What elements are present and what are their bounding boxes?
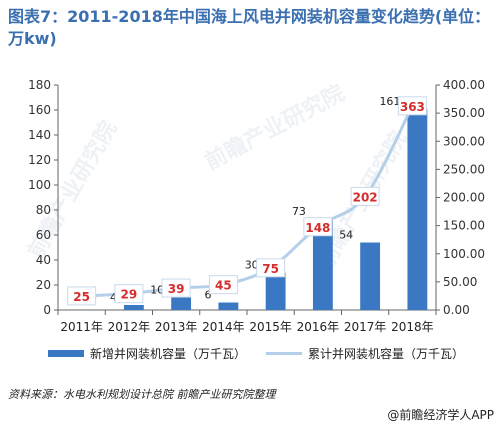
bar-value-label: 54	[339, 229, 353, 242]
x-tick-label: 2018年	[391, 320, 434, 334]
bar-value-label: 30	[245, 259, 259, 272]
right-tick-label: 0.00	[443, 303, 470, 317]
line-value-box	[67, 286, 97, 306]
bar	[360, 242, 381, 310]
line-value-label: 202	[353, 190, 378, 204]
bar	[407, 108, 428, 310]
right-tick-label: 250.00	[443, 162, 485, 176]
legend-item-bar: 新增并网装机容量（万千瓦）	[48, 345, 246, 362]
left-tick-label: 180	[28, 78, 51, 92]
line-value-box	[303, 217, 333, 237]
line-value-box	[161, 278, 191, 298]
line-value-label: 39	[168, 282, 185, 296]
axes: 0 20 40 60 80 100 120 140 160 180 0.00 50.00 100.00 1…	[28, 78, 485, 334]
right-tick-label: 150.00	[443, 219, 485, 233]
left-tick-label: 0	[43, 303, 51, 317]
bar	[123, 305, 144, 310]
bar-value-label: 73	[292, 205, 306, 218]
x-tick-label: 2011年	[60, 320, 103, 334]
bar	[312, 218, 333, 310]
right-tick-label: 300.00	[443, 134, 485, 148]
line-value-label: 75	[262, 262, 279, 276]
x-tick-label: 2012年	[108, 320, 151, 334]
legend-line-swatch	[266, 352, 302, 355]
line-value-label: 148	[305, 221, 330, 235]
left-tick-label: 100	[28, 178, 51, 192]
legend-bar-swatch	[48, 350, 84, 357]
right-tick-label: 100.00	[443, 247, 485, 261]
data-labels: 4 10 6 30 73 54 161 25 29 39 45 75 148 202 363	[67, 95, 427, 306]
x-tick-label: 2017年	[344, 320, 387, 334]
bar-value-label: 6	[204, 289, 211, 302]
line-value-label: 363	[400, 100, 425, 114]
bar-value-label: 161	[379, 95, 400, 108]
brand-credit: @前瞻经济学人APP	[387, 408, 494, 422]
left-tick-label: 80	[36, 203, 51, 217]
bar	[265, 272, 286, 310]
watermark: 前瞻产业研究院	[201, 80, 349, 175]
legend-line-label: 累计并网装机容量（万千瓦）	[308, 347, 465, 361]
bar-value-label: 4	[110, 291, 117, 304]
line-value-box	[208, 275, 238, 295]
left-tick-label: 40	[36, 253, 51, 267]
line-value-label: 29	[121, 288, 138, 302]
legend: 新增并网装机容量（万千瓦） 累计并网装机容量（万千瓦）	[0, 345, 500, 365]
left-tick-label: 140	[28, 128, 51, 142]
bar	[218, 302, 239, 310]
line-value-box	[397, 96, 427, 116]
x-tick-label: 2016年	[297, 320, 340, 334]
bar	[171, 297, 192, 310]
source-note: 资料来源：水电水利规划设计总院 前瞻产业研究院整理	[8, 388, 276, 401]
left-tick-label: 20	[36, 278, 51, 292]
line-value-box	[114, 284, 144, 304]
line-value-label: 45	[215, 279, 232, 293]
x-tick-label: 2014年	[202, 320, 245, 334]
line-value-label: 25	[73, 290, 90, 304]
left-tick-label: 160	[28, 103, 51, 117]
right-tick-label: 200.00	[443, 191, 485, 205]
right-tick-label: 50.00	[443, 275, 477, 289]
left-tick-label: 120	[28, 153, 51, 167]
line-value-box	[256, 258, 286, 278]
bar-series	[123, 108, 428, 310]
x-tick-label: 2013年	[155, 320, 198, 334]
chart-title: 图表7：2011-2018年中国海上风电并网装机容量变化趋势(单位：万kw)	[8, 7, 491, 48]
legend-item-line: 累计并网装机容量（万千瓦）	[266, 345, 464, 362]
legend-bar-label: 新增并网装机容量（万千瓦）	[90, 347, 247, 361]
line-value-box	[350, 186, 380, 206]
right-tick-label: 400.00	[443, 78, 485, 92]
bar-value-label: 10	[150, 284, 164, 297]
left-tick-label: 60	[36, 228, 51, 242]
x-tick-label: 2015年	[249, 320, 292, 334]
right-tick-label: 350.00	[443, 106, 485, 120]
